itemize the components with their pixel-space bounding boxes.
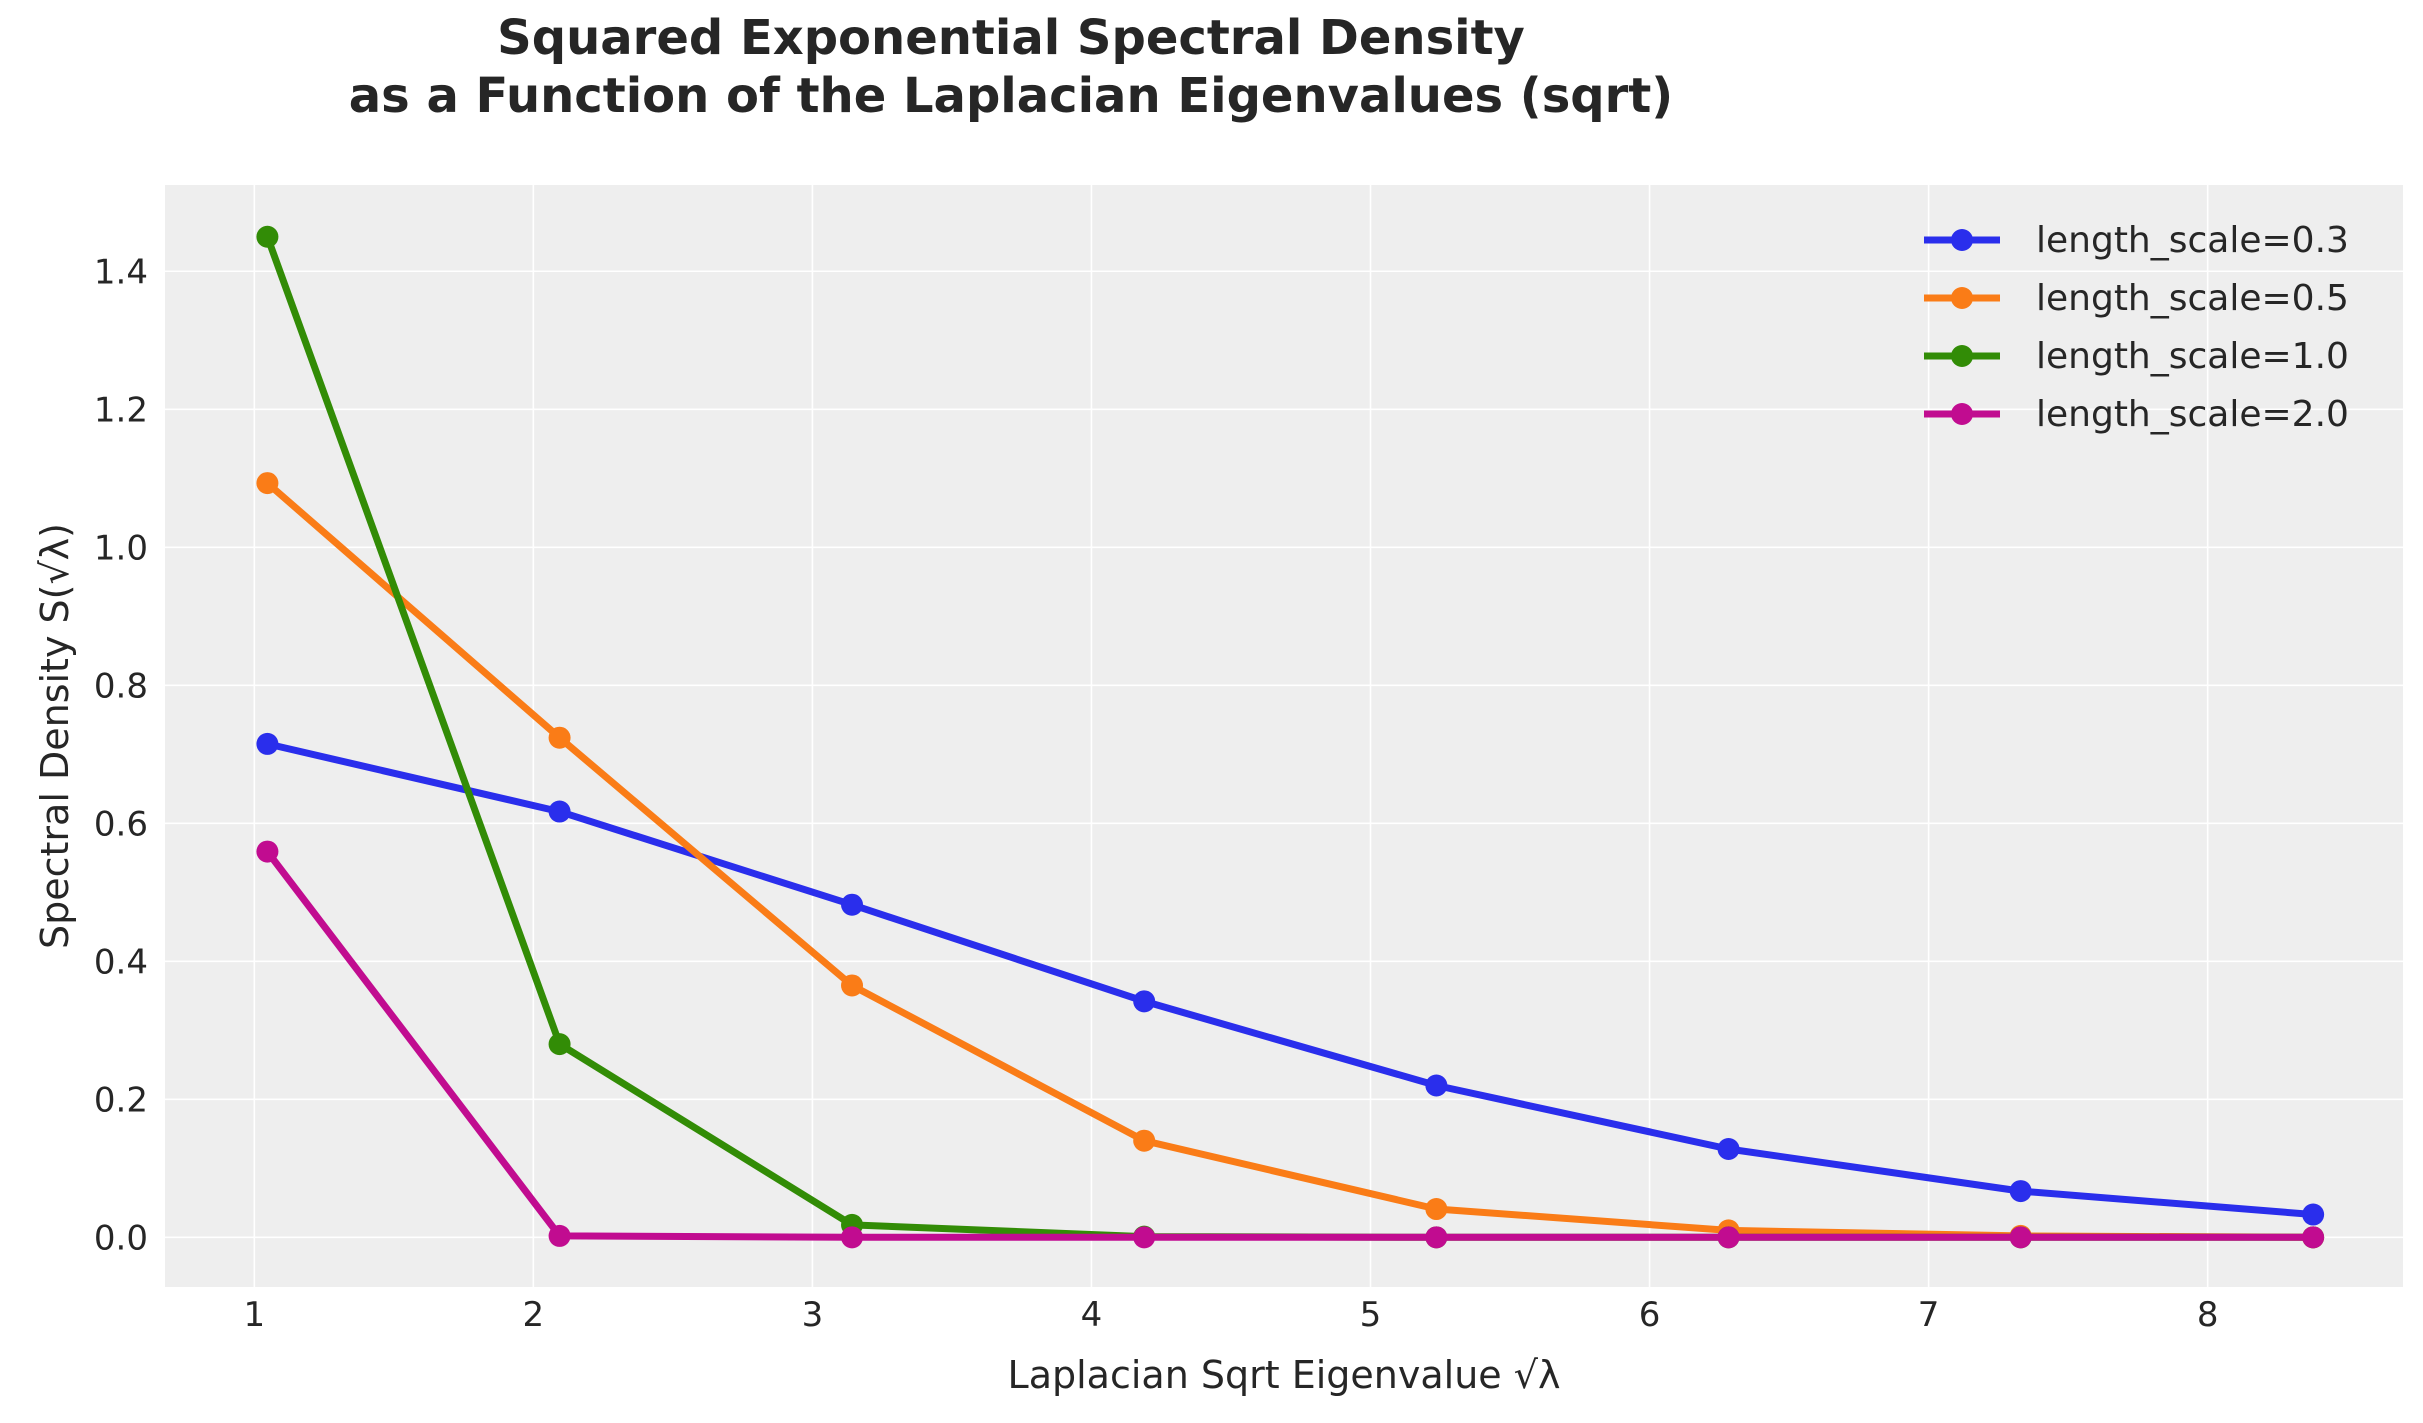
data-point [548,726,571,749]
y-tick-label: 0.0 [94,1218,148,1258]
data-point [1717,1226,1740,1249]
legend-label: length_scale=1.0 [2036,336,2349,377]
y-tick-label: 0.8 [94,666,148,706]
x-tick-label: 4 [1081,1295,1103,1335]
chart-title-line1: Squared Exponential Spectral Density [497,10,1525,66]
data-point [1717,1137,1740,1160]
data-point [841,974,864,997]
legend-label: length_scale=0.5 [2036,278,2349,319]
legend-swatch-marker [1951,345,1973,367]
data-point [1425,1226,1448,1249]
grid [165,185,2403,1287]
y-tick-label: 1.0 [94,528,148,568]
y-tick-label: 1.2 [94,390,148,430]
data-point [256,840,279,863]
legend-item: length_scale=1.0 [1924,336,2349,377]
legend-label: length_scale=2.0 [2036,394,2349,435]
data-point [841,1226,864,1249]
data-point [2009,1226,2032,1249]
data-point [2302,1226,2325,1249]
legend-label: length_scale=0.3 [2036,220,2349,261]
data-point [548,1224,571,1247]
data-point [256,732,279,755]
series-length_scale=0.3 [256,732,2325,1226]
series-length_scale=2.0 [256,840,2325,1249]
y-tick-label: 0.2 [94,1080,148,1120]
data-point [256,472,279,495]
data-point [2009,1180,2032,1203]
chart-title-line2: as a Function of the Laplacian Eigenvalu… [349,68,1673,124]
series-layer [256,225,2325,1249]
data-point [1133,1226,1156,1249]
y-axis-label: Spectral Density S(√λ) [33,523,77,949]
x-tick-label: 5 [1360,1295,1382,1335]
y-tick-label: 0.6 [94,804,148,844]
y-axis-ticks: 0.0 0.2 0.4 0.6 0.8 1.0 1.2 1.4 [94,252,148,1258]
data-point [548,1033,571,1056]
x-axis-label: Laplacian Sqrt Eigenvalue √λ [1008,1353,1561,1397]
data-point [1425,1074,1448,1097]
legend-item: length_scale=0.5 [1924,278,2349,319]
data-point [1133,990,1156,1013]
legend: length_scale=0.3 length_scale=0.5 length_s… [1924,220,2349,435]
data-point [2302,1203,2325,1226]
data-point [548,800,571,823]
legend-item: length_scale=2.0 [1924,394,2349,435]
x-tick-label: 7 [1918,1295,1940,1335]
data-point [1425,1198,1448,1221]
plot-area [165,185,2403,1287]
x-tick-label: 2 [523,1295,545,1335]
x-tick-label: 6 [1639,1295,1661,1335]
legend-swatch-marker [1951,403,1973,425]
legend-swatch-marker [1951,229,1973,251]
data-point [256,225,279,248]
series-line [263,740,2317,1218]
legend-swatch-marker [1951,287,1973,309]
y-tick-label: 0.4 [94,942,148,982]
x-axis-ticks: 1 2 3 4 5 6 7 8 [243,1295,2218,1335]
data-point [841,893,864,916]
series-line [263,848,2317,1241]
x-tick-label: 3 [802,1295,824,1335]
legend-item: length_scale=0.3 [1924,220,2349,261]
y-tick-label: 1.4 [94,252,148,292]
data-point [1133,1129,1156,1152]
x-tick-label: 8 [2197,1295,2219,1335]
x-tick-label: 1 [243,1295,265,1335]
